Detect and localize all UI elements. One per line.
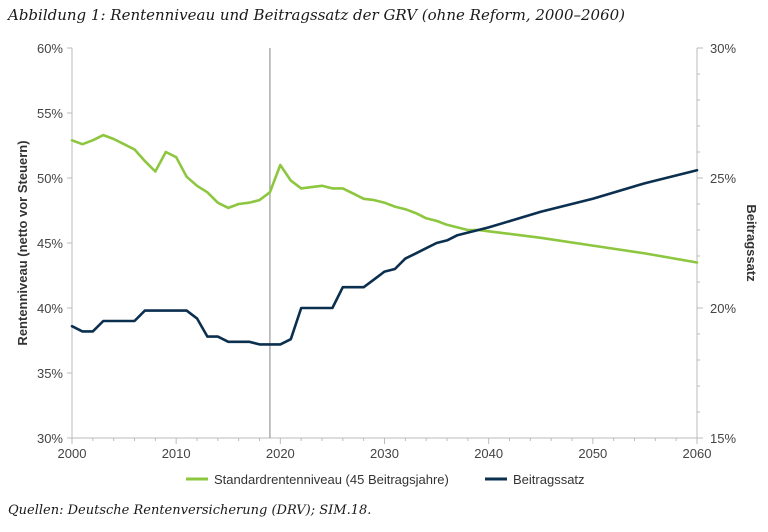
y-left-tick-label: 45% [37,236,63,251]
y-right-tick-label: 25% [710,171,736,186]
x-tick-label: 2030 [370,446,399,461]
x-axis-ticks: 2000 2010 2020 2030 2040 2050 2060 [58,438,712,461]
y-left-tick-label: 60% [37,41,63,56]
y-axis-right-ticks: 15% 20% 25% 30% [697,41,736,446]
legend-label-beitragssatz: Beitragssatz [513,472,585,487]
y-axis-left-ticks: 30% 35% 40% 45% 50% 55% 60% [37,41,72,446]
axes [71,48,698,439]
x-tick-label: 2060 [683,446,712,461]
source-note: Quellen: Deutsche Rentenversicherung (DR… [8,503,372,518]
y-axis-left-label: Rentenniveau (netto vor Steuern) [15,140,30,345]
legend-label-rentenniveau: Standardrentenniveau (45 Beitragsjahre) [214,472,449,487]
x-tick-label: 2000 [58,446,87,461]
y-left-tick-label: 55% [37,106,63,121]
y-right-tick-label: 15% [710,431,736,446]
series-line-rentenniveau [70,133,699,264]
y-left-tick-label: 50% [37,171,63,186]
x-tick-label: 2040 [474,446,503,461]
y-right-tick-label: 30% [710,41,736,56]
y-axis-right-label: Beitragssatz [744,204,759,282]
y-right-tick-label: 20% [710,301,736,316]
series-lines [70,133,699,346]
y-left-tick-label: 40% [37,301,63,316]
y-left-tick-label: 30% [37,431,63,446]
x-tick-label: 2020 [266,446,295,461]
x-tick-label: 2050 [578,446,607,461]
chart-title: Abbildung 1: Rentenniveau und Beitragssa… [8,6,626,24]
legend: Standardrentenniveau (45 Beitragsjahre) … [186,472,585,487]
x-tick-label: 2010 [162,446,191,461]
y-left-tick-label: 35% [37,366,63,381]
series-line-beitragssatz [70,168,699,346]
